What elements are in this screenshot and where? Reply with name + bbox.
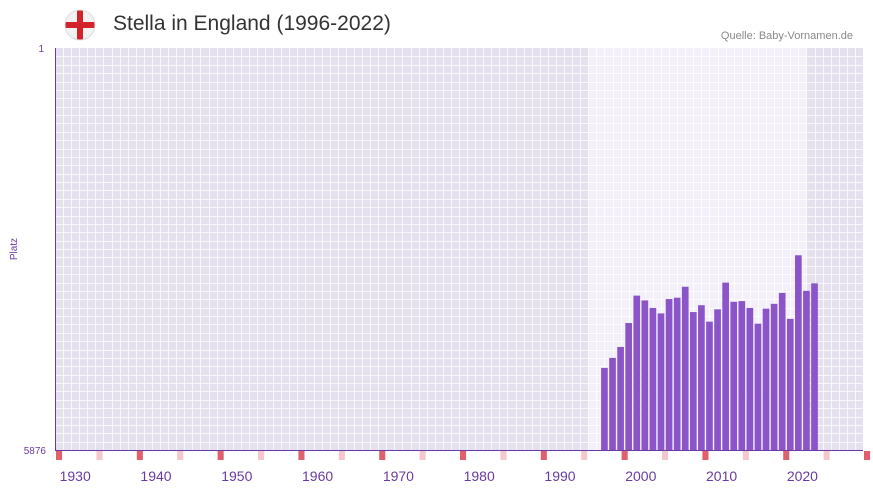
decade-markers [56,451,871,460]
year-marker-1988 [540,451,547,460]
year-marker-1973 [419,451,426,460]
year-marker-1928 [56,451,63,460]
source-label: Quelle: Baby-Vornamen.de [720,30,853,42]
bar-2013 [738,301,746,450]
bar-2010 [714,309,721,450]
bar-2011 [722,282,729,450]
bar-1996 [601,367,608,450]
x-tick-label-1990: 1990 [544,468,575,484]
bar-2009 [706,321,713,450]
x-tick-labels: 1930 1940 1950 1960 1970 1980 1990 2000 2010 2020 [60,468,819,484]
y-bottom-label: 5876 [24,446,47,457]
bar-2002 [649,307,657,450]
year-marker-1968 [379,451,386,460]
year-marker-2013 [742,451,749,460]
grid-lines [55,48,864,450]
x-tick-label-1950: 1950 [221,468,252,484]
bar-2004 [665,299,673,450]
bar-2003 [657,313,665,450]
y-top-label: 1 [38,44,44,55]
bar-series [601,255,818,450]
bar-2007 [689,312,697,450]
year-marker-2008 [702,451,709,460]
year-marker-1938 [136,451,143,460]
bar-1997 [609,357,616,450]
year-marker-1943 [177,451,184,460]
bar-2005 [673,297,681,450]
year-marker-2023 [823,451,830,460]
bar-2000 [633,295,641,450]
year-marker-1958 [298,451,305,460]
bar-2001 [641,300,649,450]
x-tick-label-1930: 1930 [60,468,91,484]
england-flag-icon [64,9,96,41]
year-marker-2003 [662,451,669,460]
x-tick-label-2000: 2000 [625,468,656,484]
year-marker-1983 [500,451,507,460]
year-marker-1953 [258,451,265,460]
bar-2021 [803,290,810,450]
x-tick-label-1940: 1940 [140,468,171,484]
bar-2020 [795,255,802,450]
chart-header: Stella in England (1996-2022) Quelle: Ba… [0,0,873,48]
year-marker-1998 [621,451,628,460]
bar-2008 [698,305,705,450]
year-marker-1933 [96,451,103,460]
bar-2022 [811,283,818,450]
y-axis-title: Platz [9,238,20,260]
x-tick-label-1970: 1970 [383,468,414,484]
year-marker-2018 [783,451,790,460]
bar-2014 [746,307,754,450]
x-tick-label-2020: 2020 [787,468,818,484]
chart-title: Stella in England (1996-2022) [113,12,391,35]
year-marker-1963 [338,451,345,460]
bar-2006 [681,286,689,450]
year-marker-1993 [581,451,588,460]
bar-2018 [778,292,786,450]
bar-2016 [762,308,770,450]
bar-1998 [617,346,624,450]
year-marker-1948 [217,451,224,460]
bar-2019 [786,318,794,450]
bar-2015 [754,323,762,450]
bar-1999 [625,323,633,450]
x-tick-label-1960: 1960 [302,468,333,484]
bar-2017 [770,303,778,450]
x-tick-label-1980: 1980 [464,468,495,484]
year-marker-2028 [864,451,871,460]
x-tick-label-2010: 2010 [706,468,737,484]
bar-2012 [730,301,738,450]
year-marker-1978 [460,451,467,460]
